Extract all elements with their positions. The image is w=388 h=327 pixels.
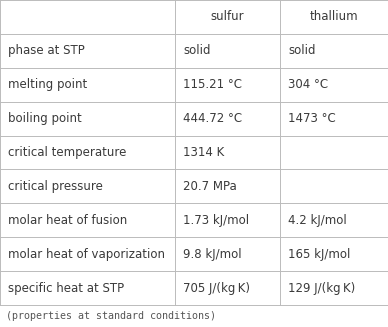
- Text: 705 J/(kg K): 705 J/(kg K): [183, 282, 250, 295]
- Text: 9.8 kJ/mol: 9.8 kJ/mol: [183, 248, 242, 261]
- Text: 444.72 °C: 444.72 °C: [183, 112, 242, 125]
- Text: phase at STP: phase at STP: [8, 44, 85, 57]
- Text: solid: solid: [183, 44, 211, 57]
- Text: thallium: thallium: [310, 10, 358, 24]
- Text: 4.2 kJ/mol: 4.2 kJ/mol: [288, 214, 347, 227]
- Text: 1.73 kJ/mol: 1.73 kJ/mol: [183, 214, 249, 227]
- Text: 20.7 MPa: 20.7 MPa: [183, 180, 237, 193]
- Text: sulfur: sulfur: [211, 10, 244, 24]
- Text: 129 J/(kg K): 129 J/(kg K): [288, 282, 355, 295]
- Text: critical temperature: critical temperature: [8, 146, 126, 159]
- Text: critical pressure: critical pressure: [8, 180, 103, 193]
- Text: 1473 °C: 1473 °C: [288, 112, 336, 125]
- Text: solid: solid: [288, 44, 315, 57]
- Text: melting point: melting point: [8, 78, 87, 91]
- Text: boiling point: boiling point: [8, 112, 82, 125]
- Text: (properties at standard conditions): (properties at standard conditions): [6, 311, 216, 321]
- Text: 304 °C: 304 °C: [288, 78, 328, 91]
- Text: 1314 K: 1314 K: [183, 146, 224, 159]
- Text: 165 kJ/mol: 165 kJ/mol: [288, 248, 350, 261]
- Text: molar heat of fusion: molar heat of fusion: [8, 214, 127, 227]
- Text: specific heat at STP: specific heat at STP: [8, 282, 124, 295]
- Text: 115.21 °C: 115.21 °C: [183, 78, 242, 91]
- Text: molar heat of vaporization: molar heat of vaporization: [8, 248, 165, 261]
